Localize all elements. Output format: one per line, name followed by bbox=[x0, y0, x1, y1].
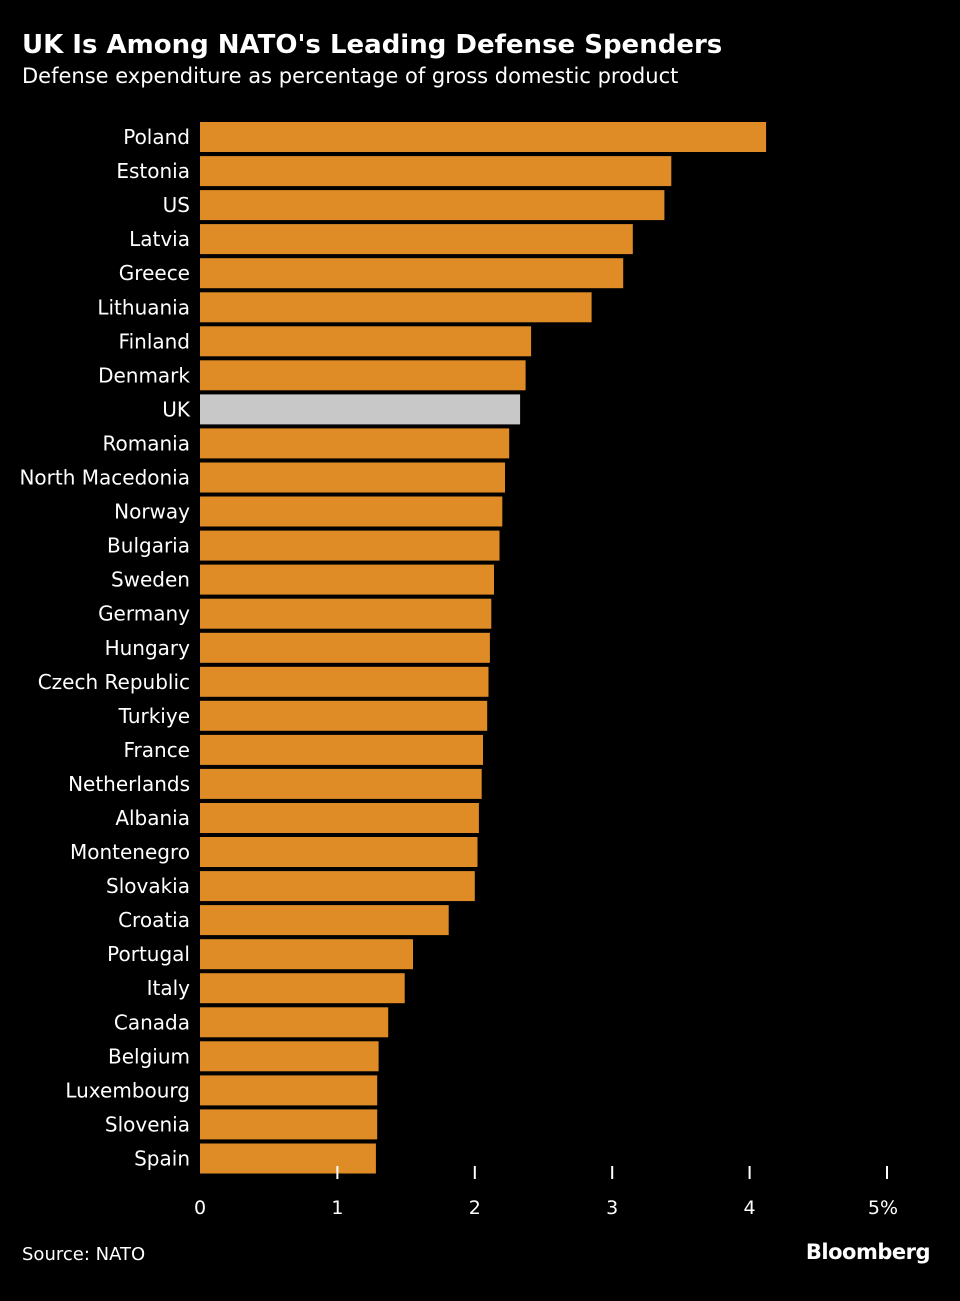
bar-greece bbox=[200, 258, 624, 289]
bar-italy bbox=[200, 973, 405, 1004]
category-label: Albania bbox=[115, 806, 190, 830]
category-label: Montenegro bbox=[70, 840, 190, 864]
category-label: Slovakia bbox=[106, 874, 190, 898]
bar-france bbox=[200, 734, 483, 765]
bar-belgium bbox=[200, 1041, 379, 1072]
category-label: Sweden bbox=[111, 568, 190, 592]
category-label: US bbox=[163, 193, 190, 217]
category-label: Poland bbox=[123, 125, 190, 149]
category-label: Italy bbox=[147, 976, 191, 1000]
category-label: Lithuania bbox=[97, 295, 190, 319]
bar-norway bbox=[200, 496, 503, 527]
bar-croatia bbox=[200, 905, 449, 936]
category-label: Spain bbox=[134, 1147, 190, 1171]
category-label: Netherlands bbox=[68, 772, 190, 796]
category-labels-group: Poland Estonia US Latvia Greece Lithuania Finl… bbox=[19, 125, 190, 1171]
bar-luxembourg bbox=[200, 1075, 378, 1106]
x-tick-label: 2 bbox=[469, 1197, 481, 1219]
x-tick-label: 4 bbox=[744, 1197, 756, 1219]
bar-denmark bbox=[200, 360, 526, 391]
bar-hungary bbox=[200, 632, 490, 663]
category-label: Turkiye bbox=[118, 704, 190, 728]
chart-title: UK Is Among NATO's Leading Defense Spend… bbox=[22, 30, 723, 60]
bar-chart: Poland Estonia US Latvia Greece Lithuania Finl… bbox=[19, 122, 898, 1219]
bar-estonia bbox=[200, 156, 672, 187]
category-label: Estonia bbox=[116, 159, 190, 183]
bar-slovenia bbox=[200, 1109, 378, 1140]
bar-netherlands bbox=[200, 768, 482, 799]
category-label: Bulgaria bbox=[107, 534, 190, 558]
bar-slovakia bbox=[200, 871, 475, 902]
category-label: Denmark bbox=[98, 363, 190, 387]
bar-spain bbox=[200, 1143, 376, 1174]
category-label: Portugal bbox=[107, 942, 190, 966]
bar-lithuania bbox=[200, 292, 592, 323]
category-label: Belgium bbox=[108, 1044, 190, 1068]
bloomberg-logo: Bloomberg bbox=[805, 1240, 931, 1264]
bar-finland bbox=[200, 326, 532, 357]
x-tick-label: 1 bbox=[331, 1197, 343, 1219]
bars-group bbox=[200, 122, 767, 1174]
category-label: UK bbox=[162, 397, 191, 421]
bar-sweden bbox=[200, 564, 494, 595]
bar-latvia bbox=[200, 224, 633, 255]
category-label: Canada bbox=[114, 1010, 190, 1034]
bar-north-macedonia bbox=[200, 462, 505, 493]
category-label: Norway bbox=[114, 500, 190, 524]
x-tick-label: 3 bbox=[606, 1197, 618, 1219]
bar-uk bbox=[200, 394, 521, 425]
chart-subtitle: Defense expenditure as percentage of gro… bbox=[22, 64, 679, 88]
category-label: Germany bbox=[98, 602, 190, 626]
bar-montenegro bbox=[200, 837, 478, 867]
category-label: France bbox=[123, 738, 190, 762]
bar-us bbox=[200, 190, 665, 221]
x-axis: 0 1 2 3 4 5% bbox=[194, 1166, 898, 1219]
category-label: Czech Republic bbox=[38, 670, 190, 694]
category-label: Slovenia bbox=[105, 1112, 190, 1136]
category-label: Romania bbox=[103, 431, 190, 455]
bar-romania bbox=[200, 428, 510, 459]
bar-czech-republic bbox=[200, 666, 489, 697]
category-label: North Macedonia bbox=[19, 466, 190, 490]
x-tick-label: 0 bbox=[194, 1197, 206, 1219]
bar-poland bbox=[200, 122, 767, 152]
bar-turkiye bbox=[200, 700, 488, 731]
bar-bulgaria bbox=[200, 530, 500, 561]
bar-portugal bbox=[200, 939, 413, 970]
bar-germany bbox=[200, 598, 492, 629]
category-label: Hungary bbox=[105, 636, 191, 660]
category-label: Finland bbox=[119, 329, 190, 353]
bar-canada bbox=[200, 1007, 389, 1038]
category-label: Luxembourg bbox=[65, 1078, 190, 1102]
category-label: Latvia bbox=[129, 227, 190, 251]
bar-albania bbox=[200, 803, 479, 833]
category-label: Greece bbox=[119, 261, 190, 285]
source-note: Source: NATO bbox=[22, 1244, 146, 1265]
x-tick-label: 5% bbox=[868, 1197, 898, 1219]
category-label: Croatia bbox=[118, 908, 190, 932]
